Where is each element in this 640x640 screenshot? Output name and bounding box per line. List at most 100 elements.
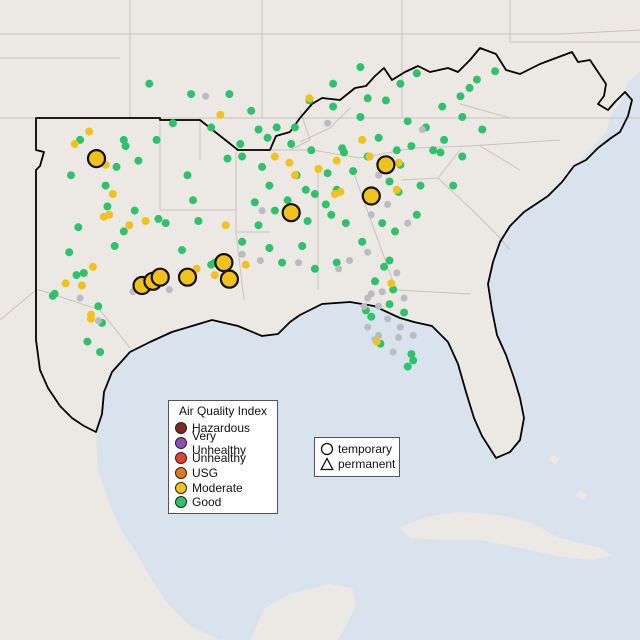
moderate-monitor-marker[interactable] [221, 221, 230, 230]
good-monitor-marker[interactable] [301, 185, 310, 194]
good-monitor-marker[interactable] [396, 79, 405, 88]
moderate-monitor-marker[interactable] [70, 140, 79, 148]
good-monitor-marker[interactable] [283, 196, 292, 205]
good-monitor-marker[interactable] [83, 337, 92, 346]
moderate-station-marker[interactable] [376, 155, 396, 175]
good-monitor-marker[interactable] [491, 67, 500, 76]
good-monitor-marker[interactable] [465, 83, 474, 92]
good-monitor-marker[interactable] [183, 171, 192, 180]
good-monitor-marker[interactable] [225, 90, 234, 99]
good-monitor-marker[interactable] [258, 162, 267, 171]
good-monitor-marker[interactable] [238, 237, 247, 246]
moderate-monitor-marker[interactable] [305, 94, 314, 103]
moderate-monitor-marker[interactable] [241, 260, 250, 269]
good-monitor-marker[interactable] [96, 348, 105, 356]
moderate-monitor-marker[interactable] [210, 271, 219, 280]
moderate-monitor-marker[interactable] [77, 281, 86, 290]
no-data-monitor-marker[interactable] [404, 219, 412, 227]
good-monitor-marker[interactable] [403, 362, 412, 371]
moderate-monitor-marker[interactable] [216, 110, 225, 119]
good-monitor-marker[interactable] [378, 219, 387, 228]
good-monitor-marker[interactable] [310, 264, 319, 273]
good-monitor-marker[interactable] [392, 146, 401, 155]
good-monitor-marker[interactable] [121, 142, 130, 151]
no-data-monitor-marker[interactable] [258, 207, 266, 215]
good-monitor-marker[interactable] [385, 256, 394, 265]
good-monitor-marker[interactable] [409, 356, 418, 365]
good-monitor-marker[interactable] [67, 171, 75, 180]
good-monitor-marker[interactable] [130, 206, 139, 215]
good-monitor-marker[interactable] [429, 146, 438, 155]
moderate-station-marker[interactable] [281, 203, 301, 223]
no-data-monitor-marker[interactable] [346, 257, 353, 264]
good-monitor-marker[interactable] [412, 210, 421, 219]
moderate-station-marker[interactable] [150, 267, 170, 287]
good-monitor-marker[interactable] [223, 154, 232, 163]
good-monitor-marker[interactable] [416, 181, 425, 190]
good-monitor-marker[interactable] [310, 190, 319, 198]
moderate-station-marker[interactable] [219, 269, 239, 289]
moderate-monitor-marker[interactable] [358, 135, 367, 144]
good-monitor-marker[interactable] [438, 102, 447, 111]
good-monitor-marker[interactable] [265, 244, 274, 252]
no-data-monitor-marker[interactable] [76, 294, 84, 302]
good-monitor-marker[interactable] [270, 206, 279, 215]
good-monitor-marker[interactable] [250, 198, 259, 207]
no-data-monitor-marker[interactable] [238, 250, 246, 258]
good-monitor-marker[interactable] [112, 162, 121, 171]
good-monitor-marker[interactable] [238, 152, 247, 161]
no-data-monitor-marker[interactable] [378, 288, 386, 296]
moderate-monitor-marker[interactable] [85, 127, 94, 136]
no-data-monitor-marker[interactable] [360, 302, 368, 310]
good-monitor-marker[interactable] [400, 308, 409, 317]
no-data-monitor-marker[interactable] [396, 323, 404, 331]
no-data-monitor-marker[interactable] [375, 302, 383, 310]
good-monitor-marker[interactable] [412, 69, 421, 78]
good-monitor-marker[interactable] [374, 133, 383, 142]
no-data-monitor-marker[interactable] [335, 265, 343, 273]
good-monitor-marker[interactable] [101, 181, 110, 190]
good-monitor-marker[interactable] [187, 90, 196, 99]
no-data-monitor-marker[interactable] [418, 126, 426, 133]
good-monitor-marker[interactable] [380, 262, 389, 271]
no-data-monitor-marker[interactable] [375, 331, 383, 339]
no-data-monitor-marker[interactable] [202, 92, 210, 100]
good-monitor-marker[interactable] [329, 102, 338, 111]
good-monitor-marker[interactable] [407, 142, 416, 151]
moderate-monitor-marker[interactable] [61, 279, 70, 288]
good-monitor-marker[interactable] [74, 223, 83, 232]
moderate-monitor-marker[interactable] [108, 190, 117, 198]
moderate-monitor-marker[interactable] [365, 152, 374, 161]
good-monitor-marker[interactable] [321, 200, 330, 209]
no-data-monitor-marker[interactable] [389, 348, 397, 356]
moderate-station-marker[interactable] [177, 267, 198, 287]
no-data-monitor-marker[interactable] [409, 331, 417, 339]
no-data-monitor-marker[interactable] [384, 200, 392, 208]
no-data-monitor-marker[interactable] [364, 248, 372, 256]
good-monitor-marker[interactable] [403, 117, 412, 126]
good-monitor-marker[interactable] [381, 96, 390, 105]
moderate-monitor-marker[interactable] [285, 158, 294, 167]
good-monitor-marker[interactable] [456, 92, 465, 101]
good-monitor-marker[interactable] [458, 152, 467, 161]
moderate-station-marker[interactable] [86, 149, 107, 169]
good-monitor-marker[interactable] [303, 217, 312, 225]
good-monitor-marker[interactable] [307, 146, 316, 155]
good-monitor-marker[interactable] [236, 140, 245, 148]
good-monitor-marker[interactable] [265, 181, 274, 190]
no-data-monitor-marker[interactable] [94, 317, 102, 325]
moderate-monitor-marker[interactable] [270, 152, 279, 161]
moderate-monitor-marker[interactable] [394, 158, 403, 167]
moderate-monitor-marker[interactable] [392, 185, 401, 194]
moderate-monitor-marker[interactable] [290, 171, 299, 180]
good-monitor-marker[interactable] [247, 106, 256, 115]
good-monitor-marker[interactable] [48, 291, 57, 300]
good-monitor-marker[interactable] [478, 125, 487, 134]
moderate-monitor-marker[interactable] [125, 221, 134, 230]
good-monitor-marker[interactable] [323, 169, 332, 178]
good-monitor-marker[interactable] [407, 350, 416, 359]
no-data-monitor-marker[interactable] [256, 257, 264, 264]
good-monitor-marker[interactable] [290, 123, 299, 132]
good-monitor-marker[interactable] [119, 135, 128, 144]
